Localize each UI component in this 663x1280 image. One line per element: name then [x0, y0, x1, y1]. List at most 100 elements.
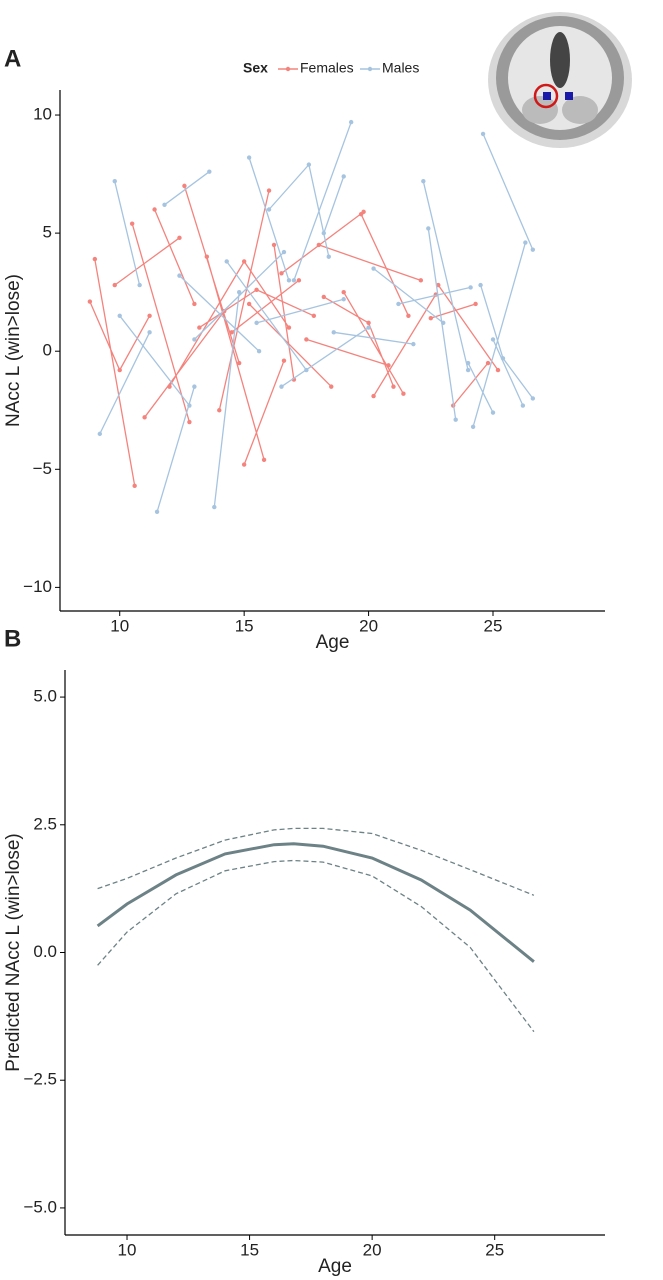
data-point: [366, 320, 371, 326]
data-point: [281, 249, 287, 255]
legend-label: Males: [382, 60, 419, 76]
y-axis-title: NAcc L (win>lose): [3, 274, 24, 427]
data-point: [468, 285, 473, 290]
x-tick-label: 15: [235, 616, 254, 635]
data-point: [204, 254, 210, 259]
data-point: [266, 207, 272, 212]
data-point: [530, 247, 536, 252]
y-tick-label: 0.0: [33, 942, 57, 961]
data-point: [281, 358, 287, 363]
data-point: [152, 207, 157, 212]
data-point: [331, 330, 336, 335]
data-point: [316, 242, 322, 248]
series-line: [89, 185, 499, 486]
data-point: [192, 337, 197, 342]
data-point: [490, 337, 496, 342]
data-point: [478, 282, 483, 288]
data-point: [311, 313, 317, 318]
data-point: [391, 384, 396, 389]
data-point: [254, 287, 259, 293]
data-point: [229, 330, 234, 335]
series-line: [97, 827, 535, 896]
x-tick-label: 10: [118, 1240, 137, 1259]
data-point: [304, 337, 309, 342]
data-point: [279, 384, 284, 389]
y-tick-label: 2.5: [33, 814, 57, 833]
data-point: [366, 325, 371, 330]
data-point: [97, 431, 103, 437]
series-line: [97, 859, 535, 1033]
x-axis-title: Age: [316, 632, 350, 653]
data-point: [296, 278, 302, 283]
data-point: [321, 294, 326, 300]
data-point: [261, 457, 267, 463]
data-point: [485, 360, 491, 366]
data-point: [441, 320, 446, 326]
data-point: [92, 256, 98, 262]
data-point: [341, 289, 346, 295]
data-point: [453, 417, 458, 422]
data-point: [187, 419, 192, 425]
data-point: [246, 301, 252, 307]
legend-title: Sex: [243, 60, 268, 76]
data-point: [304, 367, 309, 373]
data-point: [473, 301, 478, 307]
data-point: [132, 483, 137, 489]
data-point: [406, 313, 411, 318]
y-tick-label: −5: [33, 459, 52, 478]
data-point: [154, 509, 160, 515]
data-point: [217, 408, 222, 413]
y-tick-label: 5: [43, 223, 52, 242]
data-point: [428, 315, 433, 321]
data-point: [371, 393, 376, 399]
brain-image: [488, 12, 632, 148]
data-point: [112, 282, 117, 288]
data-point: [279, 271, 284, 276]
data-point: [129, 221, 135, 226]
y-tick-label: −5.0: [23, 1197, 57, 1216]
data-point: [329, 384, 334, 389]
data-point: [167, 384, 172, 389]
data-point: [236, 360, 242, 366]
data-point: [87, 299, 93, 304]
data-point: [411, 341, 416, 347]
data-point: [386, 363, 391, 368]
data-point: [207, 169, 212, 174]
data-point: [271, 242, 277, 248]
data-point: [480, 131, 486, 137]
x-axis-title: Age: [318, 1256, 352, 1277]
data-point: [241, 462, 247, 467]
legend-swatch-point: [285, 66, 291, 72]
data-point: [465, 367, 471, 373]
series-line: [96, 842, 535, 963]
data-point: [426, 226, 431, 231]
data-point: [177, 235, 182, 241]
panel-label: A: [4, 45, 21, 72]
data-point: [137, 282, 142, 288]
data-point: [224, 259, 229, 264]
data-point: [371, 266, 376, 271]
y-tick-label: 0: [43, 341, 52, 360]
data-point: [112, 178, 117, 184]
data-point: [117, 367, 122, 373]
legend-swatch-point: [367, 66, 373, 72]
data-point: [341, 174, 346, 179]
data-point: [212, 504, 217, 510]
x-tick-label: 20: [359, 616, 378, 635]
data-point: [117, 313, 122, 318]
panel-label: B: [4, 625, 21, 652]
x-tick-label: 10: [110, 616, 129, 635]
data-point: [162, 202, 167, 207]
data-point: [358, 212, 364, 217]
data-point: [147, 313, 152, 318]
data-point: [236, 289, 242, 295]
y-tick-label: −2.5: [23, 1070, 57, 1089]
data-point: [286, 278, 292, 283]
data-point: [187, 403, 192, 408]
data-point: [192, 384, 197, 389]
data-point: [246, 155, 252, 160]
data-point: [348, 119, 354, 125]
data-point: [418, 278, 424, 283]
data-point: [490, 410, 496, 415]
